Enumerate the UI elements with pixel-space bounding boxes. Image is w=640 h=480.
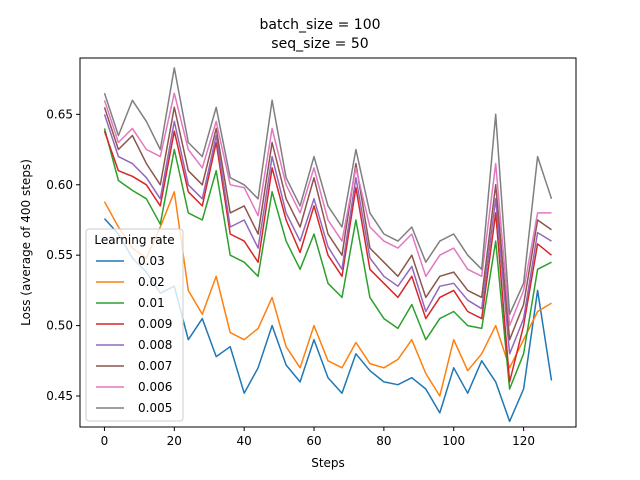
x-tick-label: 100: [442, 434, 465, 448]
y-tick-label: 0.50: [46, 319, 73, 333]
x-tick-label: 60: [306, 434, 321, 448]
chart-title-line2: seq_size = 50: [271, 36, 368, 52]
y-axis-label: Loss (average of 400 steps): [19, 159, 33, 326]
series-line-0.01: [103, 128, 552, 390]
series-line-0.005: [103, 67, 553, 316]
axis-ticks: 0 20 40 60 80 100 120 0.45 0.50 0.55 0.60 0.65: [46, 107, 535, 448]
legend-label-0.008: 0.008: [138, 338, 172, 352]
series-line-0.006: [103, 92, 552, 327]
legend-title: Learning rate: [94, 233, 174, 247]
y-tick-label: 0.55: [46, 248, 73, 262]
chart-title-line1: batch_size = 100: [259, 17, 380, 33]
legend-label-0.006: 0.006: [138, 380, 172, 394]
series-line-0.008: [103, 114, 552, 355]
series-line-0.02: [103, 191, 552, 397]
legend-items: 0.03 0.02 0.01 0.009 0.008 0.007 0.006 0.005: [96, 254, 172, 415]
legend-label-0.02: 0.02: [138, 275, 165, 289]
x-tick-label: 120: [512, 434, 535, 448]
y-tick-label: 0.65: [46, 107, 73, 121]
legend-label-0.005: 0.005: [138, 401, 172, 415]
legend-box: [85, 228, 184, 422]
x-tick-label: 0: [101, 434, 109, 448]
y-tick-label: 0.45: [46, 389, 73, 403]
x-tick-label: 20: [167, 434, 182, 448]
legend-label-0.03: 0.03: [138, 254, 165, 268]
legend-label-0.007: 0.007: [138, 359, 172, 373]
y-tick-label: 0.60: [46, 178, 73, 192]
x-tick-label: 40: [237, 434, 252, 448]
series-line-0.009: [103, 130, 552, 383]
legend-label-0.009: 0.009: [138, 317, 172, 331]
series-line-0.007: [103, 106, 552, 341]
legend-label-0.01: 0.01: [138, 296, 165, 310]
plot-frame: [79, 57, 577, 428]
x-axis-label: Steps: [311, 456, 345, 470]
x-tick-label: 80: [376, 434, 391, 448]
legend: Learning rate 0.03 0.02 0.01 0.009 0.008 0.00…: [85, 228, 184, 422]
